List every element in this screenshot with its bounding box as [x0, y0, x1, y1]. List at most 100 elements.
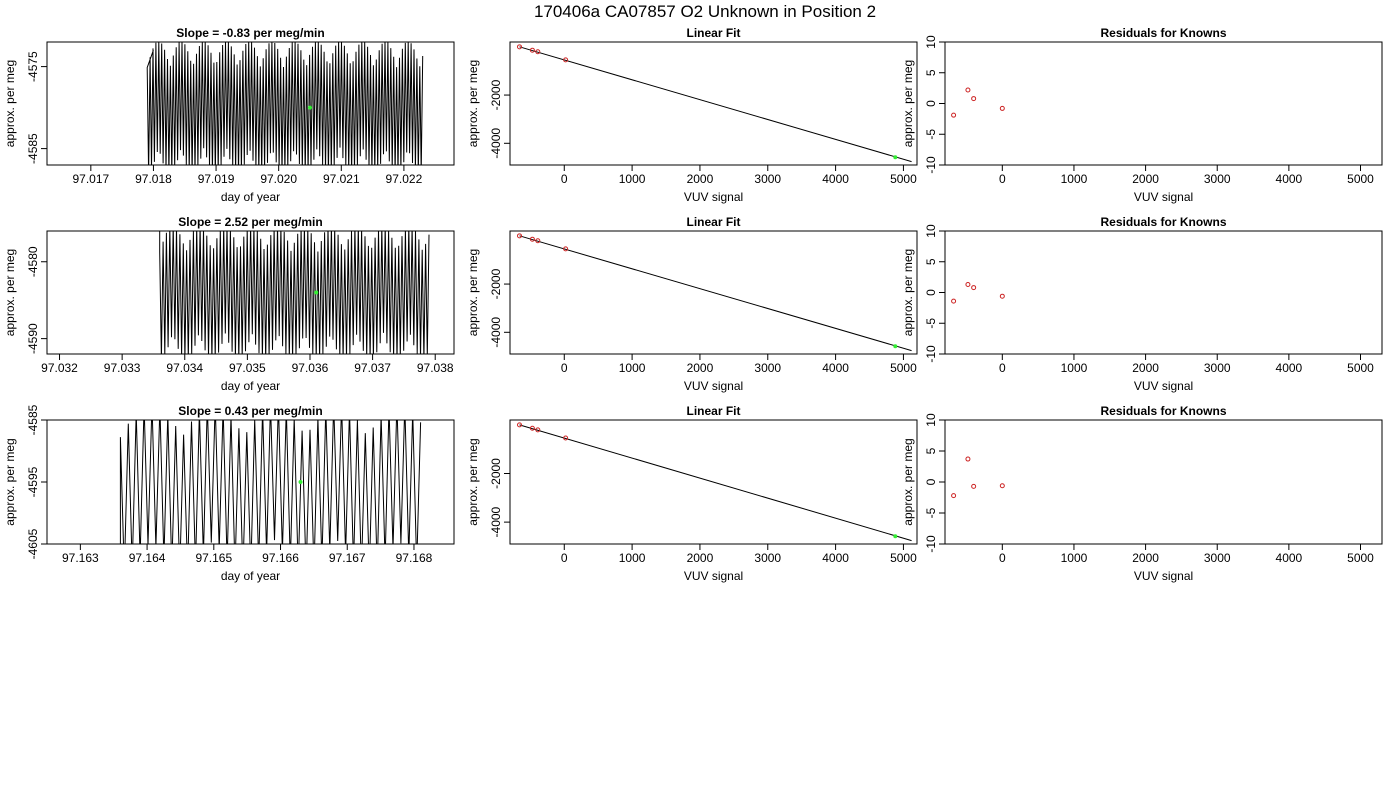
x-tick-label: 4000 — [822, 361, 849, 375]
y-tick-label: 5 — [924, 447, 938, 454]
known-point — [999, 483, 1005, 489]
known-point — [563, 435, 569, 441]
x-tick-label: 0 — [999, 551, 1006, 565]
y-tick-label: -4000 — [489, 506, 503, 537]
x-axis-label: VUV signal — [684, 379, 743, 393]
y-axis-label: approx. per meg — [3, 438, 17, 525]
plot-frame — [46, 419, 455, 545]
y-tick-label: -4585 — [26, 404, 40, 435]
x-tick-label: 97.018 — [135, 172, 172, 186]
x-tick-label: 97.165 — [195, 551, 232, 565]
plot-frame — [944, 419, 1383, 545]
unknown-point — [893, 155, 898, 160]
plot-area — [516, 44, 912, 163]
plot-frame — [509, 230, 918, 355]
x-axis-label: VUV signal — [684, 190, 743, 204]
x-tick-label: 97.038 — [417, 361, 454, 375]
chart-panel-4: Slope = 2.52 per meg/min 97.032 97.033 97.0… — [3, 215, 455, 393]
x-tick-label: 5000 — [890, 172, 917, 186]
x-tick-label: 1000 — [619, 172, 646, 186]
known-point — [563, 57, 569, 63]
plot-frame — [46, 230, 455, 355]
highlight-point — [298, 480, 303, 484]
plot-frame — [509, 419, 918, 545]
x-tick-label: 97.035 — [229, 361, 266, 375]
x-tick-label: 0 — [999, 361, 1006, 375]
plot-frame — [509, 41, 918, 166]
panel-title: Slope = 0.43 per meg/min — [178, 404, 322, 418]
chart-panel-3: Residuals for Knowns 0 1000 2000 3000 4000 500… — [901, 26, 1383, 204]
y-tick-label: -5 — [924, 318, 938, 329]
panel-title: Residuals for Knowns — [1100, 215, 1226, 229]
y-tick-label: -10 — [924, 535, 938, 553]
x-tick-label: 97.021 — [323, 172, 360, 186]
x-tick-label: 4000 — [1276, 551, 1303, 565]
x-tick-label: 2000 — [1132, 172, 1159, 186]
x-axis-label: VUV signal — [1134, 190, 1193, 204]
panel-title: Slope = -0.83 per meg/min — [176, 26, 324, 40]
x-tick-label: 0 — [999, 172, 1006, 186]
x-tick-label: 3000 — [1204, 361, 1231, 375]
x-tick-label: 97.167 — [329, 551, 366, 565]
known-point — [535, 49, 541, 55]
x-tick-label: 2000 — [687, 551, 714, 565]
x-tick-label: 97.032 — [41, 361, 78, 375]
x-tick-label: 1000 — [619, 361, 646, 375]
chart-grid: Slope = -0.83 per meg/min 97.017 97.018 97.… — [3, 26, 1383, 583]
fit-line — [519, 235, 912, 352]
x-tick-label: 97.164 — [129, 551, 166, 565]
known-point — [516, 422, 522, 428]
x-tick-label: 2000 — [1132, 361, 1159, 375]
x-tick-label: 2000 — [1132, 551, 1159, 565]
plot-frame — [944, 230, 1383, 355]
x-tick-label: 97.037 — [354, 361, 391, 375]
y-axis-label: approx. per meg — [3, 249, 17, 336]
x-axis-label: VUV signal — [1134, 379, 1193, 393]
x-tick-label: 1000 — [1061, 172, 1088, 186]
x-tick-label: 97.017 — [72, 172, 109, 186]
y-tick-label: 10 — [924, 35, 938, 49]
panel-title: Linear Fit — [686, 26, 740, 40]
known-point — [516, 233, 522, 239]
known-point — [965, 456, 971, 462]
x-tick-label: 1000 — [1061, 361, 1088, 375]
known-point — [999, 105, 1005, 111]
y-tick-label: -4585 — [26, 133, 40, 164]
y-tick-label: -4580 — [26, 246, 40, 277]
plot-area — [951, 282, 1005, 304]
chart-panel-8: Linear Fit 0 1000 2000 3000 4000 5000 -2000 -400… — [466, 404, 918, 583]
x-tick-label: 97.168 — [396, 551, 433, 565]
y-axis-label: approx. per meg — [466, 438, 480, 525]
known-point — [971, 285, 977, 291]
x-tick-label: 4000 — [822, 551, 849, 565]
y-tick-label: -2000 — [489, 268, 503, 299]
x-tick-label: 3000 — [1204, 172, 1231, 186]
x-axis-label: day of year — [221, 379, 280, 393]
x-tick-label: 4000 — [822, 172, 849, 186]
y-tick-label: -4000 — [489, 128, 503, 159]
y-tick-label: -4000 — [489, 317, 503, 348]
figure-title: 170406a CA07857 O2 Unknown in Position 2 — [534, 2, 876, 21]
y-tick-label: 0 — [924, 289, 938, 296]
x-tick-label: 5000 — [890, 361, 917, 375]
known-point — [529, 236, 535, 242]
y-axis-label: approx. per meg — [901, 249, 915, 336]
chart-panel-2: Linear Fit 0 1000 2000 3000 4000 5000 -2000 -400… — [466, 26, 918, 204]
y-axis-label: approx. per meg — [901, 438, 915, 525]
x-axis-label: day of year — [221, 569, 280, 583]
y-tick-label: -4605 — [26, 528, 40, 559]
x-tick-label: 2000 — [687, 172, 714, 186]
plot-area — [146, 42, 424, 165]
x-tick-label: 3000 — [754, 551, 781, 565]
plot-area — [516, 422, 912, 542]
y-tick-label: -5 — [924, 507, 938, 518]
data-trace-line — [159, 231, 430, 354]
data-trace-line — [119, 420, 422, 544]
plot-area — [951, 87, 1005, 118]
y-tick-label: -10 — [924, 156, 938, 174]
chart-panel-5: Linear Fit 0 1000 2000 3000 4000 5000 -2000 -400… — [466, 215, 918, 393]
y-axis-label: approx. per meg — [466, 249, 480, 336]
x-tick-label: 1000 — [619, 551, 646, 565]
data-trace-line — [146, 42, 424, 165]
